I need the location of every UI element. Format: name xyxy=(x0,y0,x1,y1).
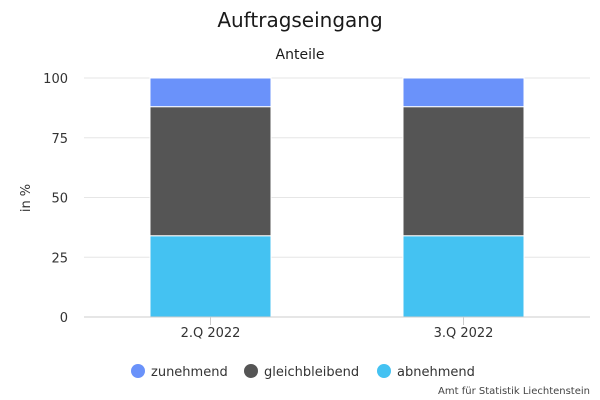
legend-label: gleichbleibend xyxy=(264,365,359,380)
bar-gleichbleibend-0 xyxy=(149,106,272,237)
x-axis-ticks: 2.Q 2022 3.Q 2022 xyxy=(181,317,494,341)
bar-abnehmend-0 xyxy=(149,235,272,318)
bar-zunehmend-0 xyxy=(149,77,272,108)
legend: zunehmend gleichbleibend abnehmend xyxy=(131,364,475,380)
y-tick-label: 0 xyxy=(60,311,68,326)
legend-item-zunehmend[interactable]: zunehmend xyxy=(131,364,228,380)
y-tick-label: 25 xyxy=(51,251,68,266)
y-tick-label: 100 xyxy=(43,72,68,87)
chart-subtitle: Anteile xyxy=(276,47,325,63)
x-tick-label: 3.Q 2022 xyxy=(434,326,494,341)
chart-title: Auftragseingang xyxy=(217,8,382,32)
y-axis-ticks: 0 25 50 75 100 xyxy=(43,72,68,326)
legend-label: abnehmend xyxy=(397,365,475,380)
bars xyxy=(149,77,525,318)
bar-abnehmend-1 xyxy=(402,235,525,318)
legend-swatch xyxy=(377,364,391,378)
legend-swatch xyxy=(244,364,258,378)
legend-item-abnehmend[interactable]: abnehmend xyxy=(377,364,475,380)
bar-zunehmend-1 xyxy=(402,77,525,108)
y-axis-label: in % xyxy=(19,184,34,212)
y-tick-label: 75 xyxy=(51,132,68,147)
credit-text: Amt für Statistik Liechtenstein xyxy=(438,386,590,397)
legend-item-gleichbleibend[interactable]: gleichbleibend xyxy=(244,364,359,380)
x-tick-label: 2.Q 2022 xyxy=(181,326,241,341)
bar-gleichbleibend-1 xyxy=(402,106,525,237)
legend-label: zunehmend xyxy=(151,365,228,380)
y-tick-label: 50 xyxy=(51,192,68,207)
legend-swatch xyxy=(131,364,145,378)
